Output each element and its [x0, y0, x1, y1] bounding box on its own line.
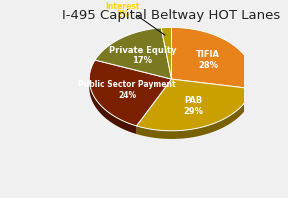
Polygon shape	[89, 60, 172, 126]
Text: Public Sector Payment
24%: Public Sector Payment 24%	[78, 80, 176, 100]
Polygon shape	[137, 79, 252, 131]
Text: Interest: Interest	[106, 2, 140, 11]
Polygon shape	[137, 89, 252, 139]
Text: Private Equity
17%: Private Equity 17%	[109, 46, 176, 65]
Text: PAB
29%: PAB 29%	[183, 96, 203, 115]
Polygon shape	[161, 27, 172, 79]
Ellipse shape	[89, 38, 254, 136]
Polygon shape	[252, 80, 254, 97]
Polygon shape	[172, 27, 254, 89]
Text: 2%: 2%	[116, 10, 129, 19]
Text: I-495 Capital Beltway HOT Lanes: I-495 Capital Beltway HOT Lanes	[62, 9, 281, 22]
Polygon shape	[89, 80, 137, 134]
Polygon shape	[95, 28, 172, 79]
Text: TIFIA
28%: TIFIA 28%	[196, 50, 220, 70]
